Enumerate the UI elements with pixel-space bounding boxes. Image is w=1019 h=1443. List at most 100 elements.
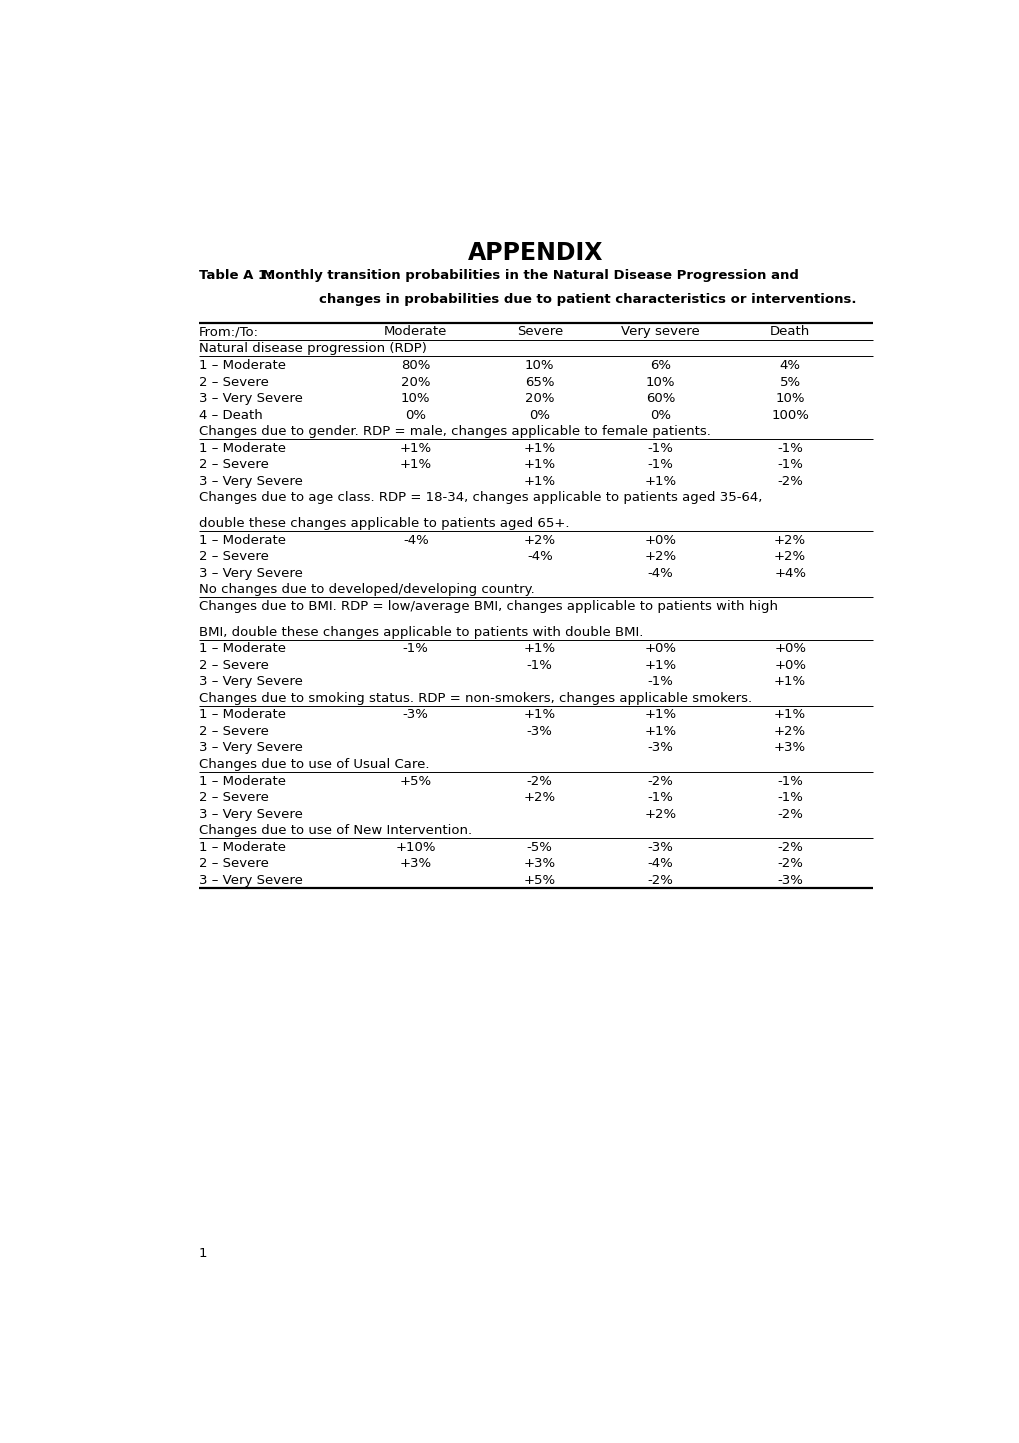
Text: Changes due to use of Usual Care.: Changes due to use of Usual Care. — [199, 758, 429, 771]
Text: 65%: 65% — [525, 375, 554, 388]
Text: +1%: +1% — [644, 658, 676, 671]
Text: -4%: -4% — [403, 534, 428, 547]
Text: -1%: -1% — [776, 442, 802, 455]
Text: -2%: -2% — [776, 857, 802, 870]
Text: +1%: +1% — [523, 709, 555, 722]
Text: +2%: +2% — [523, 791, 555, 804]
Text: +3%: +3% — [773, 742, 805, 755]
Text: 100%: 100% — [770, 408, 808, 421]
Text: Moderate: Moderate — [384, 325, 447, 338]
Text: -1%: -1% — [527, 658, 552, 671]
Text: -3%: -3% — [647, 841, 673, 854]
Text: -3%: -3% — [647, 742, 673, 755]
Text: +2%: +2% — [773, 534, 805, 547]
Text: 2 – Severe: 2 – Severe — [199, 375, 268, 388]
Text: 2 – Severe: 2 – Severe — [199, 791, 268, 804]
Text: -1%: -1% — [647, 675, 673, 688]
Text: -4%: -4% — [647, 567, 673, 580]
Text: +0%: +0% — [773, 642, 805, 655]
Text: Changes due to age class. RDP = 18-34, changes applicable to patients aged 35-64: Changes due to age class. RDP = 18-34, c… — [199, 492, 761, 505]
Text: +2%: +2% — [644, 808, 676, 821]
Text: 3 – Very Severe: 3 – Very Severe — [199, 475, 303, 488]
Text: No changes due to developed/developing country.: No changes due to developed/developing c… — [199, 583, 534, 596]
Text: +1%: +1% — [399, 442, 431, 455]
Text: +1%: +1% — [773, 709, 805, 722]
Text: 20%: 20% — [525, 392, 554, 405]
Text: 3 – Very Severe: 3 – Very Severe — [199, 742, 303, 755]
Text: 1 – Moderate: 1 – Moderate — [199, 442, 285, 455]
Text: +1%: +1% — [644, 724, 676, 737]
Text: Severe: Severe — [517, 325, 562, 338]
Text: Death: Death — [769, 325, 809, 338]
Text: 1 – Moderate: 1 – Moderate — [199, 775, 285, 788]
Text: +0%: +0% — [644, 534, 676, 547]
Text: -1%: -1% — [647, 459, 673, 472]
Text: 4%: 4% — [779, 359, 800, 372]
Text: -4%: -4% — [527, 550, 552, 563]
Text: 3 – Very Severe: 3 – Very Severe — [199, 874, 303, 887]
Text: -3%: -3% — [776, 874, 802, 887]
Text: 1 – Moderate: 1 – Moderate — [199, 642, 285, 655]
Text: 5%: 5% — [779, 375, 800, 388]
Text: Changes due to BMI. RDP = low/average BMI, changes applicable to patients with h: Changes due to BMI. RDP = low/average BM… — [199, 600, 777, 613]
Text: +4%: +4% — [773, 567, 805, 580]
Text: +1%: +1% — [523, 642, 555, 655]
Text: 10%: 10% — [525, 359, 554, 372]
Text: -1%: -1% — [647, 442, 673, 455]
Text: -3%: -3% — [403, 709, 428, 722]
Text: 0%: 0% — [649, 408, 671, 421]
Text: 0%: 0% — [405, 408, 426, 421]
Text: -2%: -2% — [776, 841, 802, 854]
Text: -2%: -2% — [776, 475, 802, 488]
Text: 60%: 60% — [645, 392, 675, 405]
Text: +2%: +2% — [773, 724, 805, 737]
Text: 10%: 10% — [774, 392, 804, 405]
Text: +1%: +1% — [523, 459, 555, 472]
Text: +1%: +1% — [644, 475, 676, 488]
Text: 80%: 80% — [400, 359, 430, 372]
Text: 3 – Very Severe: 3 – Very Severe — [199, 675, 303, 688]
Text: 2 – Severe: 2 – Severe — [199, 550, 268, 563]
Text: changes in probabilities due to patient characteristics or interventions.: changes in probabilities due to patient … — [319, 293, 856, 306]
Text: +0%: +0% — [773, 658, 805, 671]
Text: Changes due to smoking status. RDP = non-smokers, changes applicable smokers.: Changes due to smoking status. RDP = non… — [199, 691, 751, 704]
Text: +2%: +2% — [773, 550, 805, 563]
Text: -1%: -1% — [403, 642, 428, 655]
Text: -4%: -4% — [647, 857, 673, 870]
Text: 20%: 20% — [400, 375, 430, 388]
Text: +1%: +1% — [399, 459, 431, 472]
Text: +3%: +3% — [399, 857, 431, 870]
Text: -2%: -2% — [647, 874, 673, 887]
Text: 0%: 0% — [529, 408, 550, 421]
Text: +0%: +0% — [644, 642, 676, 655]
Text: 6%: 6% — [649, 359, 671, 372]
Text: +5%: +5% — [399, 775, 431, 788]
Text: 10%: 10% — [645, 375, 675, 388]
Text: +5%: +5% — [523, 874, 555, 887]
Text: Monthly transition probabilities in the Natural Disease Progression and: Monthly transition probabilities in the … — [262, 270, 799, 283]
Text: -5%: -5% — [527, 841, 552, 854]
Text: -1%: -1% — [776, 775, 802, 788]
Text: 2 – Severe: 2 – Severe — [199, 459, 268, 472]
Text: +1%: +1% — [644, 709, 676, 722]
Text: -2%: -2% — [776, 808, 802, 821]
Text: +1%: +1% — [523, 475, 555, 488]
Text: 2 – Severe: 2 – Severe — [199, 857, 268, 870]
Text: 1 – Moderate: 1 – Moderate — [199, 534, 285, 547]
Text: double these changes applicable to patients aged 65+.: double these changes applicable to patie… — [199, 517, 569, 530]
Text: Changes due to gender. RDP = male, changes applicable to female patients.: Changes due to gender. RDP = male, chang… — [199, 426, 710, 439]
Text: +2%: +2% — [523, 534, 555, 547]
Text: +1%: +1% — [523, 442, 555, 455]
Text: Very severe: Very severe — [621, 325, 699, 338]
Text: BMI, double these changes applicable to patients with double BMI.: BMI, double these changes applicable to … — [199, 626, 643, 639]
Text: -2%: -2% — [647, 775, 673, 788]
Text: +3%: +3% — [523, 857, 555, 870]
Text: -2%: -2% — [527, 775, 552, 788]
Text: +10%: +10% — [395, 841, 436, 854]
Text: +1%: +1% — [773, 675, 805, 688]
Text: Table A 1:: Table A 1: — [199, 270, 272, 283]
Text: 4 – Death: 4 – Death — [199, 408, 262, 421]
Text: -1%: -1% — [647, 791, 673, 804]
Text: 1 – Moderate: 1 – Moderate — [199, 841, 285, 854]
Text: 3 – Very Severe: 3 – Very Severe — [199, 392, 303, 405]
